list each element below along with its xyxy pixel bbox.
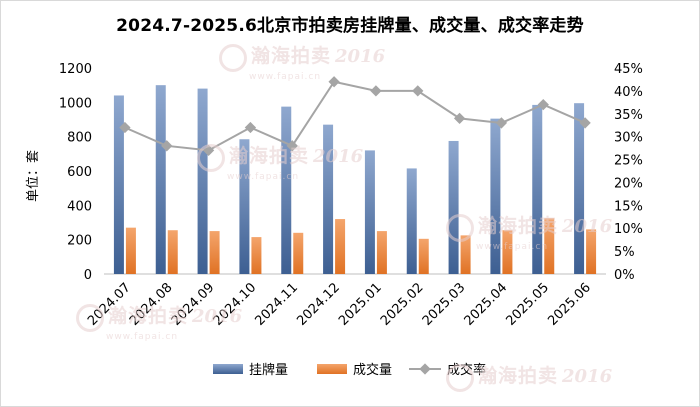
bar-deals xyxy=(167,230,178,274)
y-tick-label: 0 xyxy=(84,268,92,283)
legend-swatch-rate-marker xyxy=(419,363,431,375)
point-rate xyxy=(328,76,340,88)
bar-listing xyxy=(323,124,334,275)
bar-listing xyxy=(490,118,501,275)
x-tick-label: 2025.05 xyxy=(503,280,552,329)
point-rate xyxy=(286,140,298,152)
bar-deals xyxy=(335,219,346,274)
bar-deals xyxy=(418,238,429,274)
y2-tick-label: 40% xyxy=(614,85,643,100)
bar-deals xyxy=(544,218,555,274)
bar-listing xyxy=(448,140,459,274)
y-tick-label: 600 xyxy=(67,165,92,180)
legend-swatch-listing xyxy=(213,364,243,374)
point-rate xyxy=(370,85,382,97)
x-tick-label: 2025.03 xyxy=(420,280,469,329)
point-rate xyxy=(412,85,424,97)
y2-tick-label: 45% xyxy=(614,62,643,77)
y-tick-label: 200 xyxy=(67,234,92,249)
x-tick-label: 2025.04 xyxy=(462,280,511,329)
point-rate xyxy=(161,140,173,152)
y2-tick-label: 5% xyxy=(614,245,635,260)
chart-title: 2024.7-2025.6北京市拍卖房挂牌量、成交量、成交率走势 xyxy=(116,16,584,36)
bar-listing xyxy=(155,85,166,275)
point-rate xyxy=(453,112,466,125)
legend-swatch-deals xyxy=(317,364,347,374)
x-tick-label: 2025.02 xyxy=(378,280,427,329)
y-tick-label: 400 xyxy=(67,199,92,214)
bar-deals xyxy=(460,235,471,274)
legend-label-deals: 成交量 xyxy=(353,362,392,378)
x-tick-label: 2024.12 xyxy=(294,280,343,329)
x-tick-label: 2025.06 xyxy=(545,280,594,329)
line-rate xyxy=(124,80,586,152)
bar-listing xyxy=(239,139,250,274)
x-tick-label: 2024.10 xyxy=(211,280,260,329)
y-tick-label: 1200 xyxy=(59,62,92,77)
bar-listing xyxy=(281,106,292,274)
y2-tick-label: 0% xyxy=(614,268,635,283)
y-axis-label: 单位：套 xyxy=(25,150,41,202)
bar-deals xyxy=(293,232,304,274)
x-tick-label: 2024.09 xyxy=(169,280,218,329)
y2-tick-label: 35% xyxy=(614,108,643,123)
x-tick-label: 2025.01 xyxy=(336,280,385,329)
y2-tick-label: 20% xyxy=(614,176,643,191)
y-tick-label: 1000 xyxy=(59,96,92,111)
bar-deals xyxy=(586,229,597,274)
point-rate xyxy=(244,121,257,134)
bar-listing xyxy=(364,150,375,274)
bar-listing xyxy=(532,104,543,275)
y2-tick-label: 25% xyxy=(614,154,643,169)
bar-listing xyxy=(197,88,208,274)
legend-label-rate: 成交率 xyxy=(447,362,486,378)
x-tick-label: 2024.11 xyxy=(252,280,301,329)
bar-listing xyxy=(406,168,417,274)
point-rate xyxy=(202,144,215,157)
y2-tick-label: 15% xyxy=(614,199,643,214)
bar-deals xyxy=(376,231,387,274)
y-tick-label: 800 xyxy=(67,131,92,146)
bar-deals xyxy=(125,227,136,274)
legend-label-listing: 挂牌量 xyxy=(249,362,288,378)
bar-deals xyxy=(251,237,262,274)
x-tick-label: 2024.07 xyxy=(85,280,134,329)
x-tick-label: 2024.08 xyxy=(127,280,176,329)
bar-deals xyxy=(209,231,220,274)
bar-listing xyxy=(113,95,124,274)
y2-tick-label: 30% xyxy=(614,131,643,146)
bar-deals xyxy=(502,230,513,274)
y2-tick-label: 10% xyxy=(614,222,643,237)
bar-listing xyxy=(574,103,585,274)
